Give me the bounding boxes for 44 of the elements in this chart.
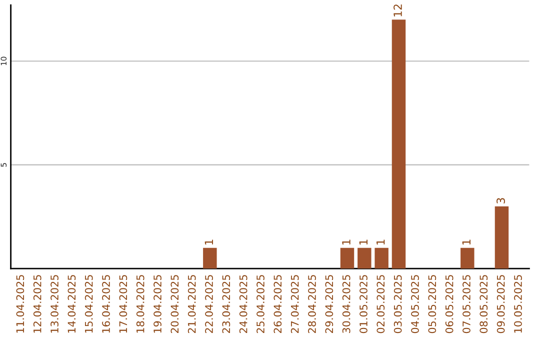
bar — [494, 206, 509, 269]
bar — [203, 248, 217, 269]
data-label: 12 — [394, 4, 402, 16]
x-tick-label: 06.05.2025 — [445, 275, 454, 334]
x-tick-label: 23.04.2025 — [222, 275, 230, 334]
x-tick-label: 08.05.2025 — [480, 275, 488, 334]
x-tick-label: 14.04.2025 — [68, 275, 76, 333]
x-tick-label: 13.04.2025 — [50, 275, 58, 333]
data-label: 1 — [462, 240, 470, 245]
data-label: 1 — [359, 240, 368, 245]
x-tick-label: 22.04.2025 — [205, 275, 213, 334]
x-tick-label: 12.04.2025 — [33, 275, 42, 333]
x-tick-label: 15.04.2025 — [84, 275, 93, 333]
bar — [358, 248, 372, 269]
x-tick-label: 17.04.2025 — [119, 275, 128, 333]
bar — [340, 248, 354, 269]
x-tick-label: 24.04.2025 — [239, 275, 248, 334]
x-tick-label: 30.04.2025 — [342, 275, 350, 334]
x-tick-label: 18.04.2025 — [136, 275, 144, 333]
x-tick-label: 07.05.2025 — [462, 275, 470, 334]
x-tick-label: 11.04.2025 — [16, 275, 24, 333]
x-tick-label: 27.04.2025 — [290, 275, 299, 334]
x-tick-label: 29.04.2025 — [325, 275, 334, 334]
x-tick-label: 19.04.2025 — [154, 275, 162, 333]
x-tick-label: 03.05.2025 — [394, 275, 402, 334]
x-tick-label: 26.04.2025 — [274, 275, 282, 334]
bar — [392, 20, 406, 269]
data-label: 1 — [376, 240, 385, 245]
bar — [460, 248, 474, 269]
x-tick-label: 05.05.2025 — [428, 275, 436, 334]
data-label: 1 — [342, 240, 350, 245]
x-tick-label: 04.05.2025 — [411, 275, 419, 334]
x-tick-label: 10.05.2025 — [514, 275, 522, 333]
data-label: 1 — [204, 240, 213, 245]
data-label: 3 — [496, 198, 505, 204]
x-tick-label: 09.05.2025 — [496, 275, 505, 334]
x-tick-label: 28.04.2025 — [308, 275, 316, 334]
x-tick-label: 21.04.2025 — [188, 275, 196, 334]
x-tick-label: 25.04.2025 — [256, 275, 264, 334]
x-tick-label: 16.04.2025 — [102, 275, 110, 333]
x-tick-label: 20.04.2025 — [170, 275, 179, 334]
x-tick-label: 01.05.2025 — [360, 275, 368, 334]
bar — [374, 248, 388, 269]
x-tick-label: 02.05.2025 — [376, 275, 385, 334]
